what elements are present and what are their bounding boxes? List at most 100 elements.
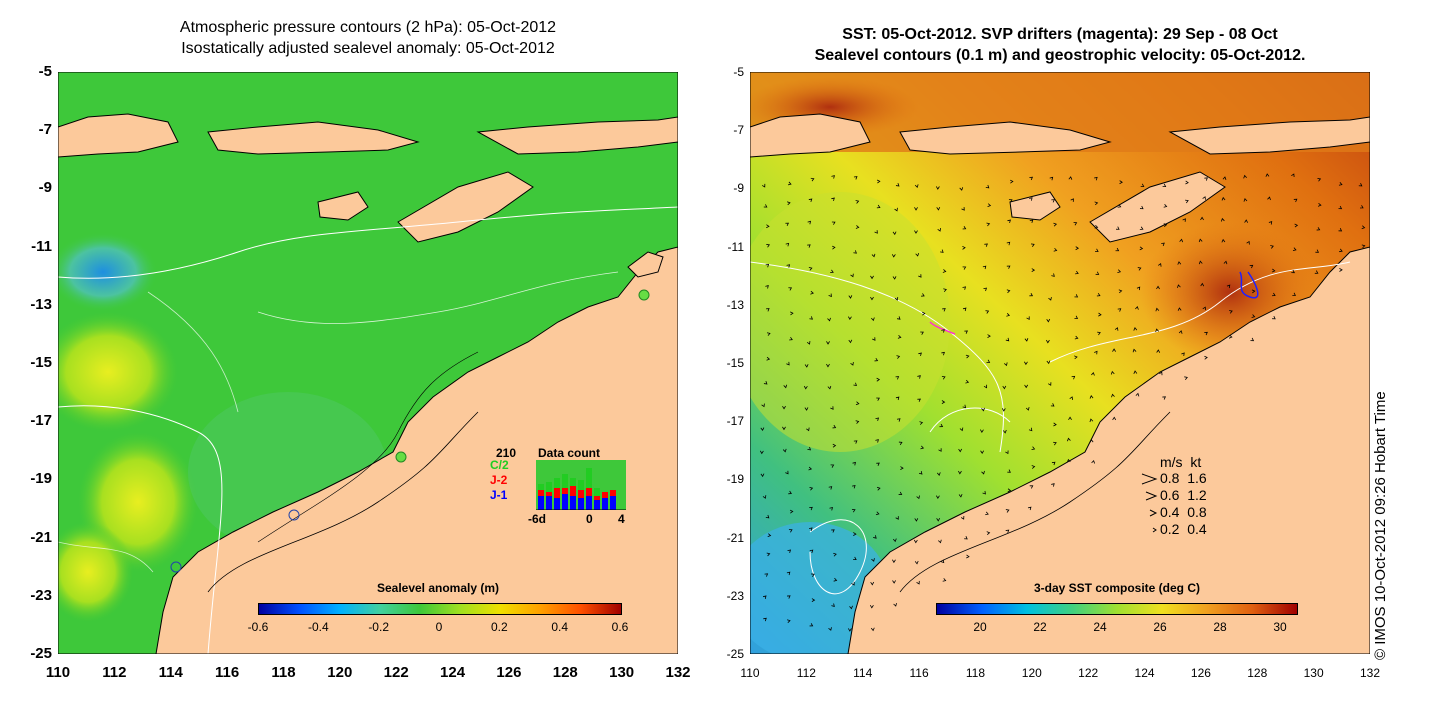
- velocity-arrow: [765, 263, 770, 268]
- velocity-arrow: [1228, 334, 1233, 339]
- velocity-arrow: [1068, 176, 1073, 180]
- velocity-arrow: [935, 186, 940, 190]
- velocity-arrow: [809, 623, 814, 627]
- velocity-arrow: [852, 461, 856, 466]
- velocity-arrow: [1181, 352, 1185, 356]
- velocity-arrow: [936, 206, 941, 211]
- lon-tick-left: 126: [496, 664, 522, 681]
- velocity-arrow: [876, 204, 881, 209]
- velocity-arrow: [1026, 316, 1030, 321]
- velocity-arrow: [855, 200, 860, 204]
- velocity-arrow: [1027, 506, 1032, 511]
- velocity-arrow: [827, 385, 832, 390]
- sla-colorbar-label: Sealevel anomaly (m): [376, 581, 500, 595]
- data-count-bar: [538, 468, 616, 510]
- colorbar-tick: 22: [1033, 620, 1047, 634]
- lat-tick-right: -19: [726, 472, 744, 487]
- velocity-arrow: [940, 249, 944, 253]
- velocity-arrow: [1292, 292, 1296, 296]
- velocity-arrow: [983, 287, 988, 292]
- velocity-arrow: [789, 336, 793, 341]
- velocity-arrow: [1029, 219, 1034, 224]
- velocity-arrow: [1098, 312, 1102, 317]
- velocity-arrow: [986, 222, 991, 227]
- velocity-arrow: [1024, 384, 1029, 389]
- velocity-arrow: [1007, 219, 1011, 224]
- velocity-arrow: [895, 183, 900, 187]
- velocity-arrow: [1156, 285, 1160, 290]
- right-title-line-2: Sealevel contours (0.1 m) and geostrophi…: [814, 47, 1306, 64]
- velocity-arrow: [919, 421, 924, 425]
- velocity-arrow: [1073, 222, 1078, 226]
- velocity-arrow: [831, 197, 835, 202]
- velocity-arrow: [892, 559, 896, 564]
- tide-gauge-marker[interactable]: [638, 289, 650, 301]
- velocity-arrow: [787, 549, 792, 553]
- lon-tick-right: 126: [1190, 666, 1211, 680]
- velocity-arrow: [830, 269, 834, 274]
- velocity-arrow: [1202, 196, 1206, 200]
- tide-gauge-marker[interactable]: [395, 451, 407, 463]
- data-count-legend-c2: C/2: [490, 458, 509, 472]
- lon-tick-right: 120: [1021, 666, 1042, 680]
- sla-colorbar: [258, 603, 622, 615]
- velocity-arrow: [1009, 179, 1014, 184]
- velocity-arrow: [918, 471, 923, 475]
- lat-tick-right: -13: [726, 297, 744, 312]
- velocity-arrow: [1006, 241, 1011, 246]
- pressure-contour-2: [57, 405, 223, 655]
- velocity-arrow: [875, 417, 880, 421]
- velocity-arrow: [921, 293, 925, 297]
- lon-tick-right: 124: [1134, 666, 1155, 680]
- velocity-arrow: [1051, 199, 1055, 203]
- velocity-arrow: [1005, 509, 1010, 513]
- velocity-arrow: [896, 355, 901, 359]
- sla-island-flores: [207, 121, 420, 155]
- velocity-arrow: [1265, 173, 1270, 177]
- velocity-arrow: [786, 201, 791, 206]
- velocity-arrow: [895, 376, 900, 380]
- velocity-arrow: [959, 427, 964, 432]
- velocity-arrow: [853, 176, 858, 180]
- velocity-arrow: [1002, 429, 1007, 434]
- lat-tick-right: -11: [727, 239, 744, 254]
- velocity-arrow: [1074, 335, 1079, 340]
- velocity-arrow: [1005, 337, 1010, 342]
- lat-tick-left: -13: [30, 295, 52, 313]
- velocity-arrow: [1047, 382, 1052, 386]
- velocity-arrow: [1135, 306, 1139, 310]
- data-count-max: 210: [496, 446, 517, 460]
- velocity-arrow: [938, 539, 942, 544]
- sealevel-anomaly-map[interactable]: 210 Data count C/2 J-2 J-1 -6d 0 4: [38, 71, 679, 655]
- velocity-arrow: [1117, 204, 1122, 208]
- velocity-arrow: [809, 506, 813, 511]
- velocity-arrow: [1249, 264, 1254, 269]
- velocity-arrow: [1293, 198, 1298, 203]
- velocity-arrow: [1338, 182, 1343, 186]
- velocity-arrow: [1031, 243, 1035, 247]
- velocity-arrow: [1251, 289, 1256, 294]
- velocity-arrow: [1112, 348, 1116, 352]
- velocity-arrow: [981, 407, 985, 412]
- tide-gauge-marker[interactable]: [170, 561, 182, 573]
- velocity-arrow: [1317, 177, 1322, 182]
- velocity-arrow: [894, 296, 899, 301]
- sst-map[interactable]: m/s kt 0.8 1.6 0.6 1.2 0.4 0.8 0.2 0.4 3…: [730, 71, 1371, 662]
- velocity-arrow: [892, 580, 896, 584]
- velocity-arrow: [1002, 385, 1007, 390]
- tide-gauge-marker[interactable]: [288, 509, 300, 521]
- velocity-arrow: [833, 577, 838, 582]
- velocity-arrow: [1089, 438, 1094, 443]
- right-title-line-1: SST: 05-Oct-2012. SVP drifters (magenta)…: [842, 26, 1278, 43]
- velocity-arrow: [831, 603, 835, 607]
- velocity-arrow: [1200, 282, 1205, 287]
- velocity-arrow: [782, 405, 786, 410]
- colorbar-tick: -0.2: [368, 620, 389, 634]
- velocity-arrow: [1338, 228, 1343, 232]
- velocity-arrow: [913, 539, 918, 544]
- velocity-arrow: [1251, 314, 1256, 318]
- velocity-arrow: [1068, 416, 1072, 421]
- velocity-arrow: [1007, 469, 1011, 473]
- sealevel-contour: [809, 519, 867, 595]
- velocity-arrow: [894, 207, 898, 212]
